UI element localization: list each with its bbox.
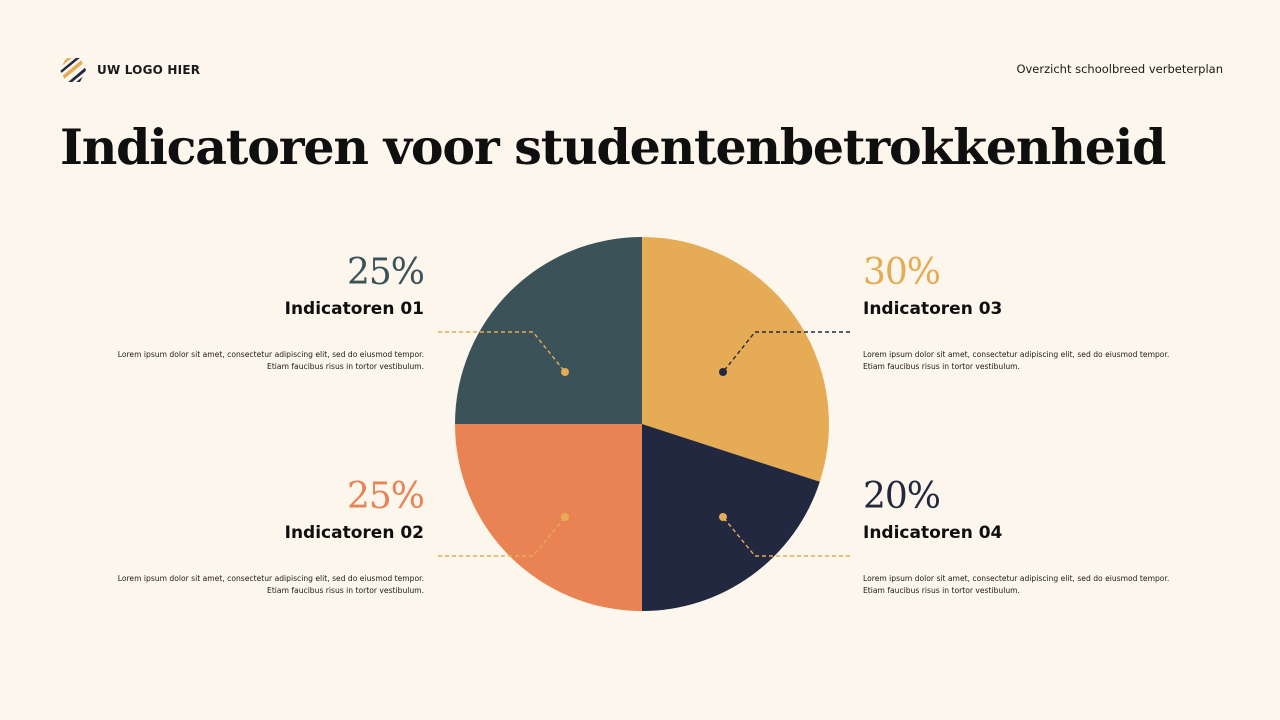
pie-slice-indicatoren-04[interactable] xyxy=(642,424,820,611)
connector-03 xyxy=(722,331,850,373)
connector-dot-04 xyxy=(719,513,727,521)
indicator-01: 25% Indicatoren 01 Lorem ipsum dolor sit… xyxy=(104,252,425,373)
page-title: Indicatoren voor studentenbetrokkenheid xyxy=(60,118,1166,176)
indicator-02-percent: 25% xyxy=(346,476,425,517)
indicator-03-desc-line2: Etiam faucibus risus in tortor vestibulu… xyxy=(863,362,1020,371)
indicator-02-description: Lorem ipsum dolor sit amet, consectetur … xyxy=(104,573,424,597)
header-subtitle: Overzicht schoolbreed verbeterplan xyxy=(1016,62,1223,76)
indicator-01-name: Indicatoren 01 xyxy=(284,299,424,319)
indicator-04: 20% Indicatoren 04 Lorem ipsum dolor sit… xyxy=(863,477,1183,597)
indicator-03-percent: 30% xyxy=(863,252,941,293)
indicator-03-description: Lorem ipsum dolor sit amet, consectetur … xyxy=(863,349,1183,373)
indicator-02: 25% Indicatoren 02 Lorem ipsum dolor sit… xyxy=(104,476,425,597)
logo-text: UW LOGO HIER xyxy=(97,63,201,77)
logo: UW LOGO HIER xyxy=(59,57,200,83)
indicator-04-desc-line1: Lorem ipsum dolor sit amet, consectetur … xyxy=(863,574,1170,583)
indicator-02-desc-line1: Lorem ipsum dolor sit amet, consectetur … xyxy=(117,574,424,583)
connector-04 xyxy=(722,516,850,557)
connector-dot-02 xyxy=(561,513,569,521)
indicator-04-name: Indicatoren 04 xyxy=(863,523,1003,543)
indicator-04-percent: 20% xyxy=(863,476,941,517)
logo-icon xyxy=(60,58,86,82)
connector-01 xyxy=(438,331,566,373)
indicator-01-description: Lorem ipsum dolor sit amet, consectetur … xyxy=(104,349,424,373)
connector-dot-01 xyxy=(561,368,569,376)
indicator-03-desc-line1: Lorem ipsum dolor sit amet, consectetur … xyxy=(863,350,1170,359)
indicator-02-name: Indicatoren 02 xyxy=(284,523,424,543)
indicator-04-desc-line2: Etiam faucibus risus in tortor vestibulu… xyxy=(863,586,1020,595)
connector-02 xyxy=(438,516,566,557)
connector-dot-03 xyxy=(719,368,727,376)
pie-slice-indicatoren-03[interactable] xyxy=(642,237,829,482)
indicator-02-desc-line2: Etiam faucibus risus in tortor vestibulu… xyxy=(267,586,424,595)
indicator-01-percent: 25% xyxy=(346,252,425,293)
indicator-01-desc-line2: Etiam faucibus risus in tortor vestibulu… xyxy=(267,362,424,371)
pie-slice-indicatoren-01[interactable] xyxy=(455,237,642,424)
indicator-04-description: Lorem ipsum dolor sit amet, consectetur … xyxy=(863,573,1183,597)
indicator-01-desc-line1: Lorem ipsum dolor sit amet, consectetur … xyxy=(117,350,424,359)
indicator-03-name: Indicatoren 03 xyxy=(863,299,1003,319)
indicator-03: 30% Indicatoren 03 Lorem ipsum dolor sit… xyxy=(863,253,1183,373)
pie-slice-indicatoren-02[interactable] xyxy=(455,424,642,611)
